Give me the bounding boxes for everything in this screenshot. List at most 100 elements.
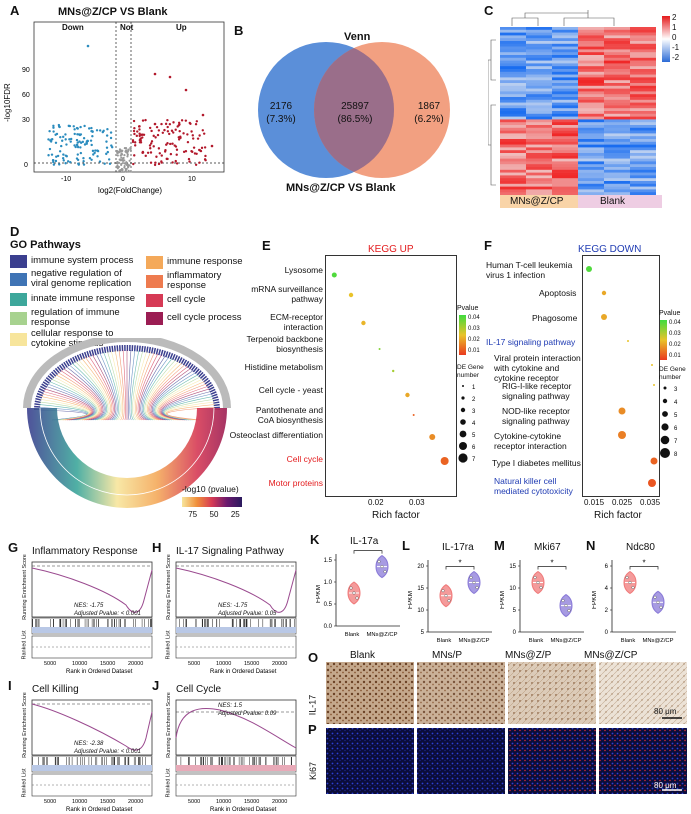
volcano-up-point: [134, 144, 137, 147]
heatmap-cell: [500, 169, 526, 173]
volcano-down-point: [62, 159, 65, 162]
volcano-down-point: [61, 157, 65, 160]
ihc-col: MNs@Z/P: [505, 650, 552, 661]
kegg-up-point: [429, 434, 436, 440]
heatmap-cell: [578, 77, 604, 81]
gsea-xtick: 15000: [244, 661, 259, 667]
heatmap-cell: [552, 38, 578, 42]
heatmap-cell: [500, 161, 526, 165]
heatmap-cell: [630, 175, 656, 179]
volcano-up-point: [150, 140, 154, 143]
gsea-xtick: 10000: [216, 661, 231, 667]
heatmap-cell: [552, 153, 578, 157]
size-legend-tick: 7: [472, 457, 476, 463]
kegg-up-point: [331, 272, 337, 278]
heatmap-cell: [630, 83, 656, 87]
volcano-ns-point: [121, 149, 124, 152]
chord-ribbon: [78, 359, 110, 421]
heatmap-cell: [526, 189, 552, 193]
violin-ylabel: FPKM: [316, 585, 322, 603]
volcano-down-point: [79, 151, 83, 155]
heatmap-cell: [552, 192, 578, 196]
chord-ribbon: [122, 350, 126, 421]
panel-label-g: G: [8, 540, 19, 555]
heatmap-cell: [630, 66, 656, 70]
legend-tick: 2: [672, 13, 677, 22]
xtick: -10: [61, 176, 71, 183]
volcano-up-label: Up: [176, 23, 187, 32]
heatmap-cell: [552, 69, 578, 73]
volcano-up-point: [199, 149, 203, 153]
volcano-down-point: [86, 139, 89, 143]
size-legend-dot: [458, 453, 468, 463]
volcano-up-point: [175, 162, 179, 165]
gsea-es-curve: [175, 707, 297, 749]
violin-ytick: 0: [513, 630, 517, 636]
heatmap-cell: [500, 153, 526, 157]
heatmap-cell: [578, 153, 604, 157]
heatmap-cell: [630, 69, 656, 73]
heatmap-cell: [552, 29, 578, 33]
volcano-down-point: [50, 153, 54, 156]
heatmap-cell: [630, 186, 656, 190]
heatmap-cell: [578, 116, 604, 120]
heatmap-cell: [526, 139, 552, 143]
heatmap-cell: [604, 43, 630, 47]
volcano-down-point: [65, 143, 68, 146]
heatmap-cell: [552, 178, 578, 182]
kegg-down-point: [653, 384, 655, 386]
heatmap-cell: [526, 130, 552, 134]
heatmap-cell: [500, 46, 526, 50]
heatmap-cell: [526, 186, 552, 190]
volcano-up-point: [189, 122, 192, 125]
volcano-down-point: [76, 145, 80, 149]
heatmap-cell: [630, 85, 656, 89]
volcano-down-point: [60, 144, 63, 148]
volcano-point: [168, 75, 172, 79]
heatmap-cell: [552, 175, 578, 179]
heatmap-cell: [630, 108, 656, 112]
volcano-down-point: [62, 153, 65, 156]
volcano-up-point: [201, 129, 204, 132]
volcano-down-point: [47, 154, 50, 157]
kegg-up-plot: [325, 255, 457, 497]
gsea-ylabel: Running Enrichment Score: [21, 692, 28, 758]
chord-ribbon: [66, 366, 105, 421]
volcano-up-point: [149, 151, 153, 154]
heatmap-cell: [630, 164, 656, 168]
heatmap-cell: [578, 169, 604, 173]
chord-ribbon: [153, 372, 196, 421]
volcano-down-point: [87, 127, 91, 130]
venn-right-count: 1867: [417, 101, 441, 112]
chord-ribbon: [63, 368, 104, 421]
ytick: 60: [22, 92, 30, 99]
heatmap-cell: [578, 147, 604, 151]
volcano-down-point: [68, 138, 71, 141]
heatmap-cell: [526, 63, 552, 67]
kegg-up-point: [361, 320, 366, 326]
go-item: cell cycle: [146, 291, 256, 309]
heatmap-cell: [578, 41, 604, 45]
kegg-down-point: [627, 340, 629, 342]
heatmap-cell: [578, 63, 604, 67]
kegg-down-size-legend: 3 4 5 6 7 8: [660, 386, 678, 458]
heatmap-cell: [500, 158, 526, 162]
volcano-ns-point: [120, 162, 123, 165]
volcano-up-point: [168, 122, 172, 126]
heatmap-cell: [630, 88, 656, 92]
chord-ribbon: [140, 355, 166, 421]
volcano-up-point: [157, 162, 161, 166]
heatmap-cell: [552, 189, 578, 193]
volcano-down-point: [82, 157, 85, 160]
volcano-up-point: [132, 129, 136, 133]
gsea-ranked-label: Ranked List: [21, 630, 28, 660]
volcano-down-point: [52, 124, 55, 128]
heatmap-cell: [630, 35, 656, 39]
heatmap-cell: [604, 46, 630, 50]
violin-ytick: 5: [513, 608, 517, 614]
heatmap-cell: [604, 133, 630, 137]
kegg-up-point: [440, 457, 449, 465]
volcano-ns-point: [116, 166, 120, 169]
heatmap-cell: [526, 71, 552, 75]
heatmap-cell: [552, 150, 578, 154]
